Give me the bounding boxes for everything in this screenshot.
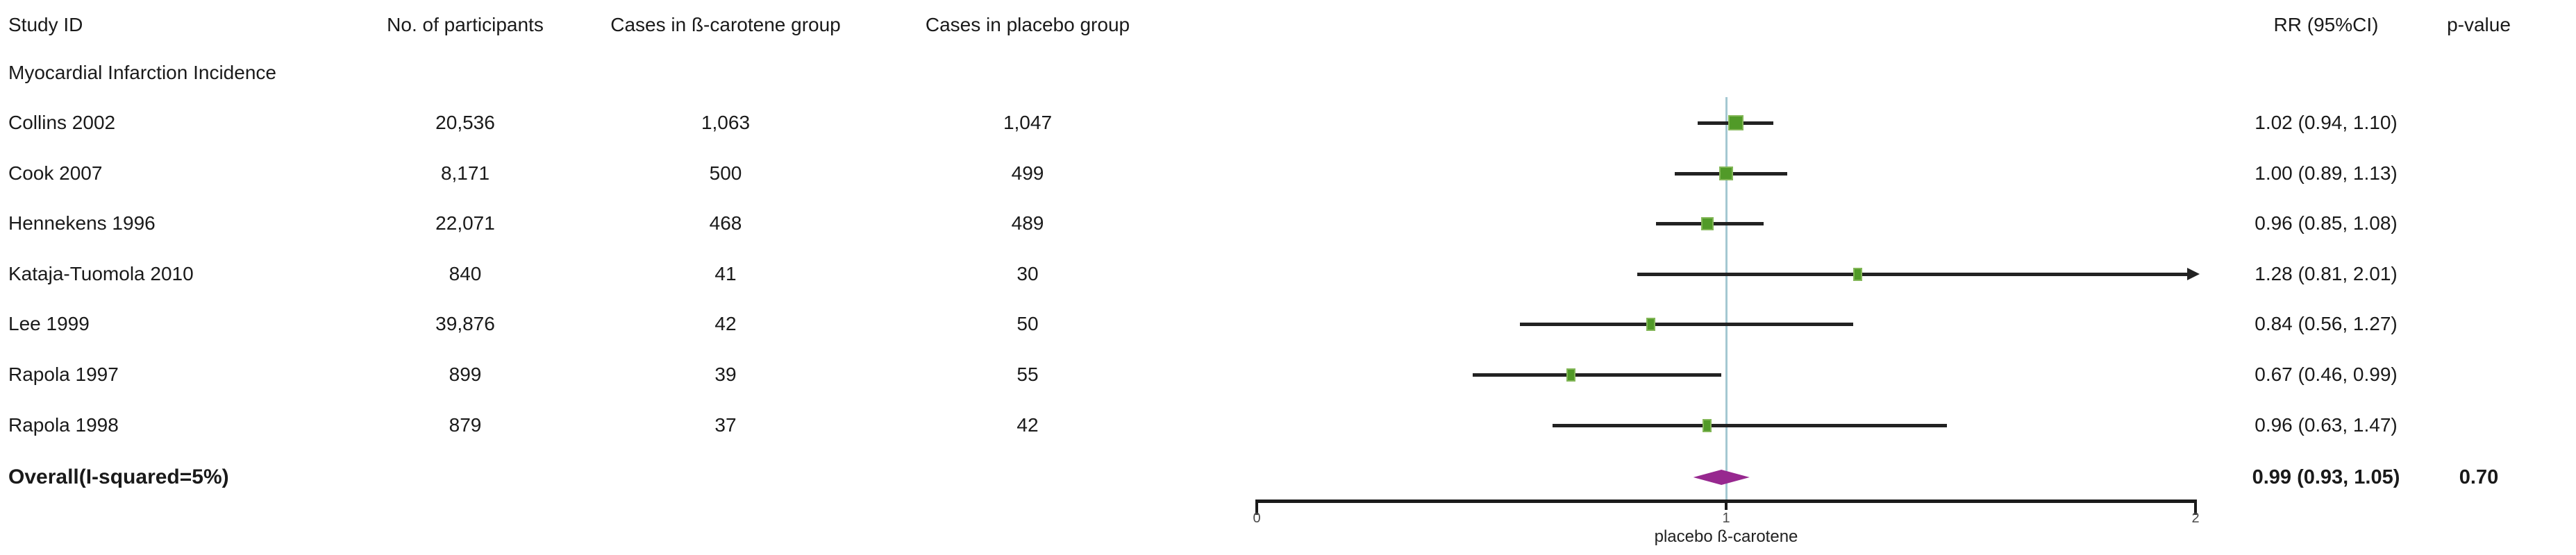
overall-pvalue: 0.70 [2459, 466, 2499, 488]
study-id-cell: Collins 2002 [8, 112, 116, 133]
participants-cell: 39,876 [435, 313, 495, 334]
axis-caption: placebo ß-carotene [1654, 527, 1798, 546]
carotene-cases-cell: 41 [714, 263, 737, 284]
carotene-cases-cell: 39 [714, 364, 737, 385]
rr-marker [1566, 368, 1576, 382]
study-id-cell: Lee 1999 [8, 313, 90, 334]
table-row: Collins 2002 20,536 1,063 1,047 1.02 (0.94, … [0, 98, 2576, 148]
rr-marker [1719, 166, 1733, 180]
table-row: Hennekens 1996 22,071 468 489 0.96 (0.85, 1.… [0, 198, 2576, 248]
carotene-cases-cell: 37 [714, 414, 737, 436]
rr-ci-cell: 0.84 (0.56, 1.27) [2255, 313, 2398, 334]
x-axis-tick [2194, 500, 2197, 515]
x-axis-tick-label: 2 [2191, 511, 2200, 526]
study-id-cell: Hennekens 1996 [8, 212, 156, 234]
carotene-cases-cell: 500 [709, 162, 742, 184]
placebo-cases-cell: 42 [1017, 414, 1039, 436]
rr-ci-cell: 0.67 (0.46, 0.99) [2255, 364, 2398, 385]
placebo-cases-cell: 499 [1011, 162, 1044, 184]
table-row: Lee 1999 39,876 42 50 0.84 (0.56, 1.27) [0, 299, 2576, 349]
overall-rr: 0.99 (0.93, 1.05) [2252, 466, 2400, 488]
placebo-cases-cell: 55 [1017, 364, 1039, 385]
ci-arrow-right-icon [2187, 268, 2200, 280]
ci-line [1552, 423, 1947, 427]
table-row: Rapola 1997 899 39 55 0.67 (0.46, 0.99) [0, 350, 2576, 400]
table-row: Rapola 1998 879 37 42 0.96 (0.63, 1.47) [0, 400, 2576, 450]
placebo-cases-cell: 489 [1011, 212, 1044, 234]
section-title: Myocardial Infarction Incidence [8, 62, 276, 83]
rr-ci-cell: 1.00 (0.89, 1.13) [2255, 162, 2398, 184]
study-id-cell: Cook 2007 [8, 162, 103, 184]
participants-cell: 840 [449, 263, 482, 284]
header-rr: RR (95%CI) [2273, 14, 2379, 35]
ci-line [1472, 373, 1722, 377]
table-row: Cook 2007 8,171 500 499 1.00 (0.89, 1.13) [0, 148, 2576, 198]
study-id-cell: Kataja-Tuomola 2010 [8, 263, 194, 284]
carotene-cases-cell: 1,063 [701, 112, 751, 133]
participants-cell: 22,071 [435, 212, 495, 234]
overall-row: Overall(I-squared=5%) 0.99 (0.93, 1.05) … [0, 452, 2576, 502]
rr-ci-cell: 1.02 (0.94, 1.10) [2255, 112, 2398, 133]
rr-ci-cell: 0.96 (0.85, 1.08) [2255, 212, 2398, 234]
placebo-cases-cell: 30 [1017, 263, 1039, 284]
participants-cell: 8,171 [440, 162, 490, 184]
rr-marker [1700, 216, 1714, 230]
header-row: Study ID No. of participants Cases in ß-… [0, 0, 2576, 50]
x-axis-tick [1725, 500, 1728, 510]
carotene-cases-cell: 468 [709, 212, 742, 234]
section-row: Myocardial Infarction Incidence [0, 48, 2576, 98]
x-axis-tick-label: 1 [1722, 511, 1730, 526]
header-pvalue: p-value [2447, 14, 2511, 35]
placebo-cases-cell: 1,047 [1003, 112, 1053, 133]
study-id-cell: Rapola 1998 [8, 414, 119, 436]
reference-line [1725, 97, 1728, 503]
header-participants: No. of participants [387, 14, 544, 35]
participants-cell: 899 [449, 364, 482, 385]
x-axis-tick [1255, 500, 1258, 515]
rr-ci-cell: 0.96 (0.63, 1.47) [2255, 414, 2398, 436]
ci-line [1519, 322, 1853, 326]
participants-cell: 20,536 [435, 112, 495, 133]
header-carotene: Cases in ß-carotene group [610, 14, 841, 35]
table-row: Kataja-Tuomola 2010 840 41 30 1.28 (0.81, 2.… [0, 249, 2576, 299]
rr-marker [1728, 115, 1743, 130]
ci-line [1637, 272, 2187, 276]
carotene-cases-cell: 42 [714, 313, 737, 334]
study-id-cell: Rapola 1997 [8, 364, 119, 385]
rr-marker [1703, 418, 1712, 432]
overall-diamond [1693, 470, 1750, 485]
header-placebo: Cases in placebo group [925, 14, 1130, 35]
participants-cell: 879 [449, 414, 482, 436]
rr-marker [1852, 267, 1862, 281]
x-axis-tick-label: 0 [1253, 511, 1261, 526]
overall-label: Overall(I-squared=5%) [8, 466, 229, 488]
rr-ci-cell: 1.28 (0.81, 2.01) [2255, 263, 2398, 284]
placebo-cases-cell: 50 [1017, 313, 1039, 334]
rr-marker [1646, 317, 1656, 331]
header-study-id: Study ID [8, 14, 83, 35]
